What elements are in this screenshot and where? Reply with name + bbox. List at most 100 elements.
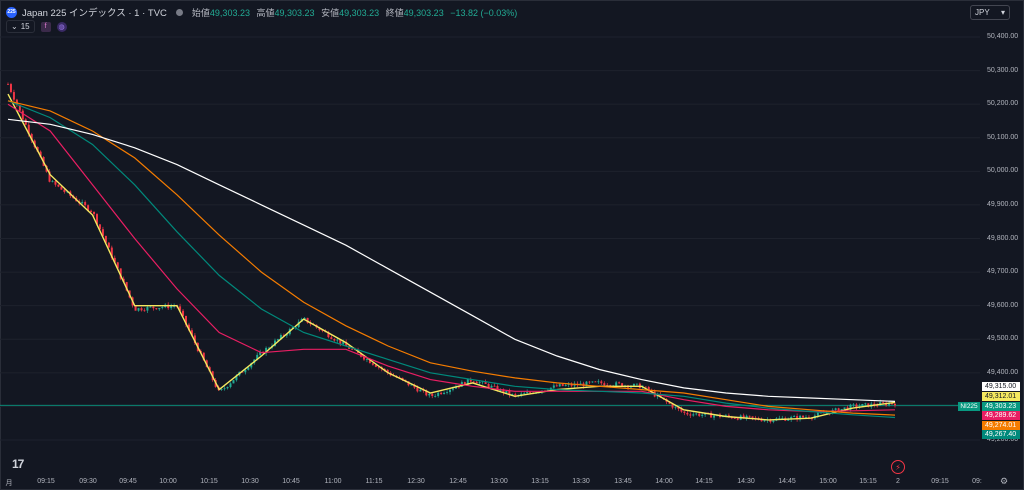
candle-body (202, 352, 205, 361)
candle-body (511, 394, 514, 396)
candle-body (297, 321, 300, 328)
candle-body (659, 394, 662, 398)
candle-body (244, 369, 247, 373)
ma-line-2 (7, 100, 896, 419)
candle-body (446, 392, 449, 393)
candle-body (805, 417, 808, 419)
candle-body (104, 235, 107, 243)
candle-body (861, 404, 864, 407)
candle-body (208, 367, 211, 372)
candle-body (802, 415, 805, 418)
candle-body (170, 306, 173, 309)
candle-body (478, 382, 481, 384)
currency-selector[interactable]: JPY ▾ (970, 5, 1010, 20)
high-label: 高値 (256, 7, 275, 18)
symbol-tag: NI225 (958, 402, 980, 411)
candle-body (603, 383, 606, 386)
candle-body (285, 334, 288, 336)
candle-body (419, 389, 422, 392)
candle-body (493, 385, 496, 387)
indicator-circle-icon[interactable]: ◍ (56, 21, 67, 32)
price-axis-label: 50,300.00 (987, 66, 1019, 74)
candle-body (401, 377, 404, 380)
candle-body (250, 363, 253, 368)
candle-body (110, 247, 113, 258)
candle-body (588, 381, 591, 383)
ma-line-4 (7, 118, 896, 402)
candle-body (763, 420, 766, 422)
tradingview-logo-icon[interactable]: 17 (12, 457, 24, 471)
candle-body (229, 383, 232, 387)
candle-body (564, 384, 567, 386)
time-axis-label: 09:30 (79, 478, 97, 485)
candle-body (680, 408, 683, 412)
candle-body (268, 347, 271, 349)
candle-body (116, 262, 119, 269)
candle-body (475, 381, 478, 384)
price-axis-label: 49,700.00 (987, 268, 1019, 276)
candle-body (490, 385, 493, 388)
candle-body (416, 387, 419, 392)
gear-icon[interactable]: ⚙ (1000, 476, 1009, 486)
candle-body (635, 383, 638, 385)
ma-line-0 (7, 93, 896, 421)
grid (0, 36, 980, 441)
candle-body (81, 202, 84, 204)
candle-body (48, 171, 51, 182)
time-axis-label: 10:30 (241, 478, 259, 485)
candle-body (179, 306, 182, 311)
chevron-down-icon: ▾ (1000, 8, 1005, 17)
candle-body (265, 347, 268, 354)
candle-body (276, 339, 279, 341)
candle-body (63, 189, 66, 192)
candle-body (431, 393, 434, 397)
market-status-icon[interactable] (175, 8, 183, 16)
candle-body (235, 375, 238, 381)
candle-body (18, 104, 21, 111)
candle-body (457, 386, 460, 388)
candle-body (259, 351, 262, 355)
legend-header: 225 Japan 225 インデックス · 1 · TVC 始値49,303.… (6, 4, 517, 20)
symbol-title[interactable]: Japan 225 インデックス · 1 · TVC (22, 8, 167, 19)
replay-icon[interactable]: ⚡ (891, 460, 905, 474)
candle-body (745, 415, 748, 419)
candle-body (143, 310, 146, 312)
candle-body (600, 381, 603, 384)
candle-body (54, 181, 57, 185)
candle-body (167, 304, 170, 309)
low-value: 49,303.23 (339, 7, 380, 18)
candle-body (810, 418, 813, 420)
candle-body (558, 384, 561, 387)
interval-toggle[interactable]: ⌄ 15 (6, 20, 35, 33)
close-label: 終値 (385, 7, 404, 18)
candle-body (591, 381, 594, 383)
candle-body (368, 359, 371, 364)
candle-body (742, 415, 745, 419)
legend-row2: ⌄ 15 f ◍ (6, 20, 67, 33)
candle-body (158, 307, 161, 310)
candle-body (451, 388, 454, 390)
candle-body (351, 348, 354, 350)
interval-value: 15 (20, 22, 30, 31)
price-axis-label: 49,600.00 (987, 301, 1019, 309)
candle-body (760, 419, 763, 422)
candle-body (683, 411, 686, 413)
candle-body (303, 317, 306, 319)
time-axis-label: 09: (972, 478, 982, 485)
candle-body (333, 339, 336, 341)
candle-body (90, 210, 93, 212)
indicator-flag-icon[interactable]: f (40, 21, 51, 32)
candle-body (867, 403, 870, 408)
currency-value: JPY (975, 8, 990, 17)
price-axis-label: 50,400.00 (987, 33, 1019, 40)
candle-body (733, 418, 736, 419)
moving-averages (7, 93, 896, 421)
candle-body (561, 384, 564, 386)
candle-body (7, 84, 9, 85)
candle-body (193, 335, 196, 344)
candle-body (472, 381, 475, 383)
candle-body (849, 404, 852, 410)
candle-body (449, 389, 452, 393)
candle-body (60, 186, 63, 190)
